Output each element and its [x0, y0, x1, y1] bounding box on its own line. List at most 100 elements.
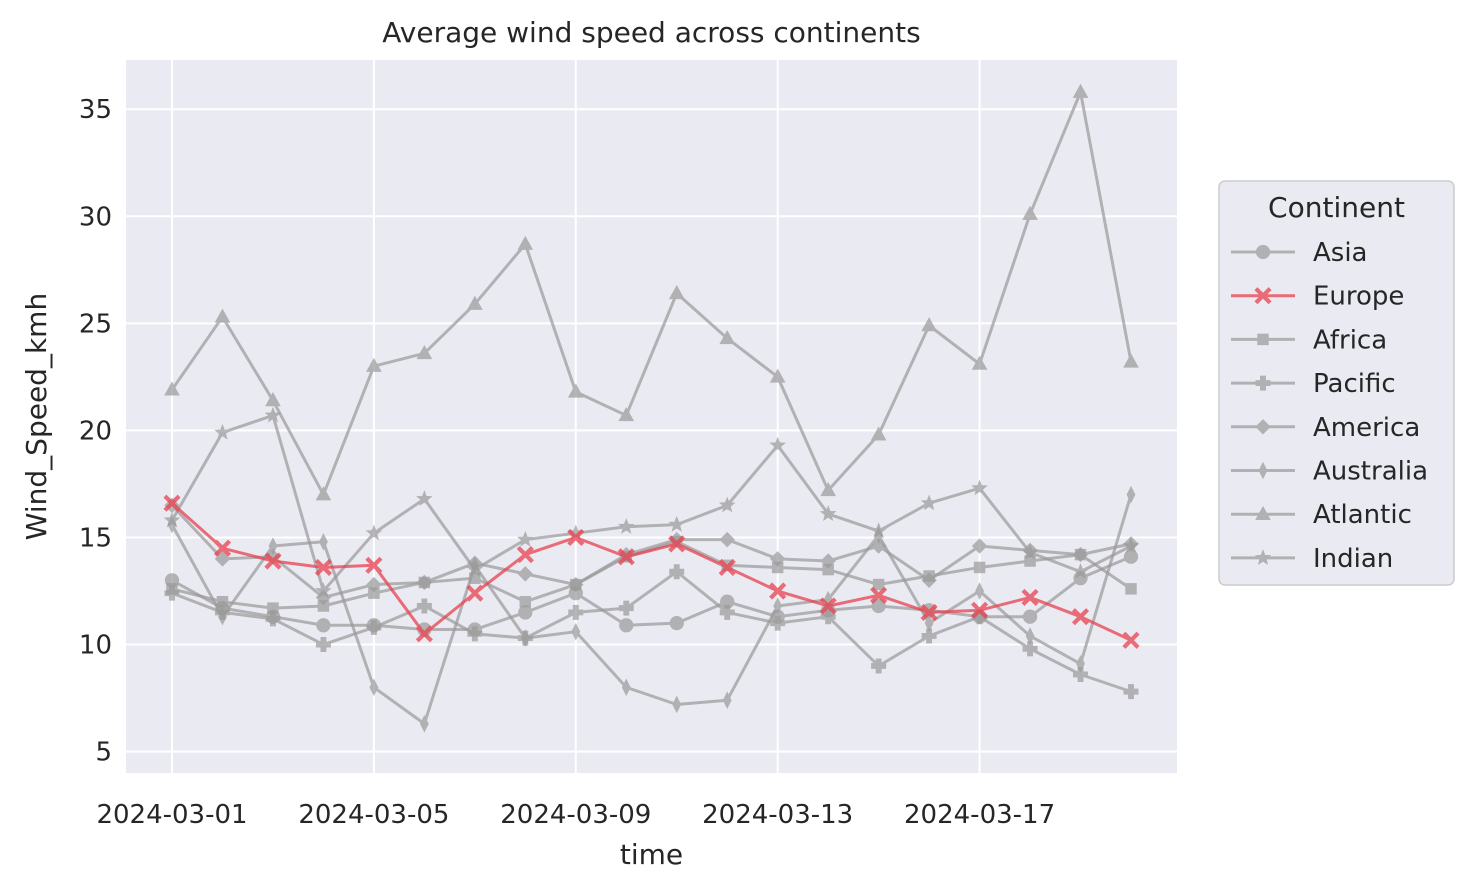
- data-point-asia: [518, 605, 533, 620]
- series-line-asia: [171, 555, 1132, 632]
- data-point-asia: [1022, 609, 1038, 624]
- data-point-asia: [871, 598, 886, 614]
- data-point-australia: [268, 537, 278, 555]
- plot-area: [126, 60, 1177, 773]
- y-tick-label: 20: [79, 416, 112, 446]
- series-pacific: [164, 564, 1139, 700]
- data-point-atlantic: [870, 426, 887, 441]
- data-point-atlantic: [971, 355, 988, 370]
- data-point-pacific: [568, 604, 584, 620]
- data-point-australia: [319, 532, 328, 551]
- legend-label-pacific: Pacific: [1313, 369, 1396, 399]
- data-point-australia: [1126, 485, 1136, 504]
- data-point-america: [568, 576, 584, 593]
- data-point-europe: [1071, 608, 1090, 626]
- data-point-atlantic: [517, 235, 534, 250]
- y-tick-label: 25: [79, 309, 112, 339]
- data-point-europe: [213, 539, 232, 557]
- data-point-africa: [519, 595, 532, 608]
- data-point-pacific: [921, 628, 937, 644]
- data-point-pacific: [467, 626, 483, 642]
- data-point-atlantic: [366, 357, 382, 372]
- legend: Continent Asia Europe Africa Pacific America…: [1218, 180, 1455, 586]
- y-tick-label: 35: [79, 95, 112, 125]
- data-point-indian: [214, 423, 231, 440]
- y-tick-label: 30: [79, 202, 112, 232]
- legend-label-america: America: [1313, 413, 1420, 443]
- data-point-pacific: [416, 598, 432, 614]
- legend-marker-africa: [1257, 333, 1269, 346]
- legend-marker-pacific: [1255, 375, 1271, 391]
- series-line-atlantic: [170, 90, 1133, 497]
- x-tick-label: 2024-03-01: [96, 800, 247, 830]
- data-point-atlantic: [265, 392, 281, 407]
- data-point-asia: [316, 618, 331, 633]
- x-tick-label: 2024-03-09: [500, 800, 651, 830]
- data-point-indian: [769, 436, 786, 453]
- series-line-america: [170, 504, 1132, 599]
- data-point-indian: [617, 518, 635, 534]
- data-point-australia: [1076, 654, 1085, 673]
- legend-marker-america: [1255, 419, 1271, 435]
- data-point-pacific: [820, 609, 836, 625]
- legend-marker-indian: [1254, 549, 1272, 565]
- data-point-america: [921, 572, 937, 589]
- data-point-indian: [1021, 543, 1039, 560]
- data-point-europe: [971, 601, 989, 619]
- data-point-pacific: [164, 585, 180, 601]
- data-point-australia: [621, 678, 631, 697]
- data-point-africa: [973, 561, 986, 574]
- data-point-atlantic: [315, 486, 332, 501]
- data-point-europe: [163, 494, 181, 512]
- legend-label-atlantic: Atlantic: [1313, 500, 1412, 530]
- data-point-america: [416, 574, 433, 591]
- data-point-europe: [920, 603, 938, 621]
- legend-item-asia: Asia: [1231, 238, 1368, 268]
- series-atlantic: [164, 83, 1139, 501]
- legend-item-australia: Australia: [1231, 457, 1428, 487]
- data-point-australia: [722, 691, 732, 710]
- data-point-pacific: [1123, 684, 1139, 700]
- data-point-pacific: [871, 658, 887, 674]
- data-point-atlantic: [618, 407, 635, 422]
- x-tick-label: 2024-03-13: [702, 800, 853, 830]
- data-point-america: [1072, 546, 1089, 563]
- data-point-indian: [315, 582, 332, 599]
- data-point-europe: [314, 558, 332, 577]
- legend-marker-australia: [1258, 461, 1268, 480]
- data-point-europe: [769, 582, 787, 600]
- data-point-europe: [617, 548, 635, 566]
- y-axis-label: Wind_Speed_kmh: [20, 293, 53, 540]
- legend-box: [1218, 180, 1455, 586]
- data-point-asia: [669, 615, 684, 631]
- data-point-indian: [466, 560, 484, 577]
- data-point-atlantic: [921, 317, 937, 332]
- y-tick-label: 5: [95, 738, 112, 768]
- data-point-pacific: [315, 637, 331, 653]
- data-point-europe: [264, 552, 282, 570]
- data-point-atlantic: [214, 308, 231, 323]
- data-point-australia: [773, 597, 783, 615]
- data-point-atlantic: [1022, 205, 1038, 220]
- data-point-pacific: [1022, 641, 1038, 657]
- data-point-indian: [517, 530, 534, 547]
- data-point-indian: [1072, 562, 1089, 579]
- data-point-australia: [672, 695, 682, 714]
- data-point-australia: [571, 622, 581, 641]
- series-europe: [163, 494, 1140, 649]
- series-line-indian: [170, 413, 1132, 593]
- data-point-atlantic: [164, 381, 180, 396]
- data-point-atlantic: [1072, 83, 1089, 98]
- data-point-australia: [1025, 627, 1035, 645]
- data-point-europe: [466, 584, 484, 602]
- legend-item-africa: Africa: [1231, 325, 1387, 355]
- legend-item-atlantic: Atlantic: [1231, 500, 1412, 530]
- data-point-europe: [516, 546, 534, 564]
- data-point-indian: [1122, 537, 1140, 554]
- data-point-asia: [619, 618, 634, 633]
- x-tick-label: 2024-03-05: [298, 800, 449, 830]
- data-point-america: [719, 531, 735, 548]
- legend-marker-asia: [1255, 244, 1271, 260]
- data-point-atlantic: [416, 344, 433, 360]
